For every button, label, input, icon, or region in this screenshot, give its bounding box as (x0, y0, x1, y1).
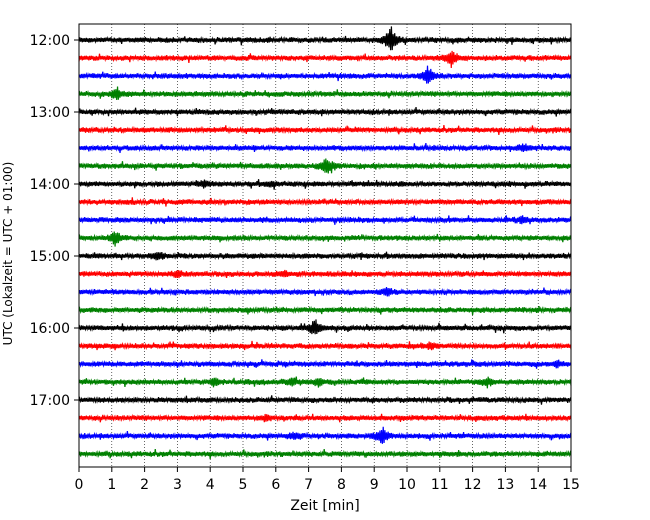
plot-frame (78, 23, 572, 468)
trace-row (78, 413, 572, 423)
x-tick-label: 13 (496, 477, 514, 493)
x-tick-label: 0 (75, 477, 84, 493)
x-tick-label: 10 (398, 477, 416, 493)
y-tick-label: 15:00 (30, 249, 70, 265)
x-tick-label: 12 (464, 477, 482, 493)
trace-row (78, 142, 572, 153)
grid-lines (111, 24, 539, 467)
trace-row (78, 340, 572, 351)
y-axis-ticks: 12:00 13:00 14:00 15:00 16:00 17:00 (30, 33, 79, 409)
trace-row (78, 50, 572, 68)
trace-row (78, 65, 572, 84)
x-tick-label: 3 (173, 477, 182, 493)
trace-row (78, 215, 572, 225)
x-tick-label: 8 (337, 477, 346, 493)
trace-row (78, 107, 572, 117)
trace-row (78, 376, 572, 389)
x-tick-label: 2 (140, 477, 149, 493)
y-tick-label: 12:00 (30, 33, 70, 49)
trace-row (78, 86, 572, 100)
trace-row (78, 231, 572, 247)
trace-row (78, 448, 572, 460)
x-tick-label: 5 (239, 477, 248, 493)
y-tick-label: 13:00 (30, 105, 70, 121)
trace-rows (78, 26, 572, 460)
x-tick-label: 15 (562, 477, 580, 493)
x-tick-label: 4 (206, 477, 215, 493)
trace-row (78, 197, 572, 207)
x-tick-label: 9 (370, 477, 379, 493)
trace-row (78, 26, 572, 51)
y-axis-label: UTC (Lokalzeit = UTC + 01:00) (1, 162, 15, 346)
trace-row (78, 287, 572, 297)
trace-row (78, 359, 572, 369)
trace-row (78, 251, 572, 261)
trace-row (78, 158, 572, 174)
y-tick-label: 17:00 (30, 393, 70, 409)
trace-row (78, 179, 572, 190)
trace-row (78, 426, 572, 444)
x-tick-label: 7 (304, 477, 313, 493)
trace-row (78, 269, 572, 279)
x-axis-label: Zeit [min] (290, 498, 359, 514)
x-tick-label: 14 (529, 477, 547, 493)
x-axis-ticks: 0 1 2 3 4 5 6 7 8 9 10 11 12 13 14 15 (75, 467, 580, 493)
x-tick-label: 1 (107, 477, 116, 493)
trace-row (78, 124, 572, 136)
trace-row (78, 305, 572, 316)
trace-row (78, 319, 572, 335)
y-tick-label: 16:00 (30, 321, 70, 337)
x-tick-label: 6 (271, 477, 280, 493)
trace-row (78, 395, 572, 405)
x-tick-label: 11 (431, 477, 449, 493)
y-tick-label: 14:00 (30, 177, 70, 193)
